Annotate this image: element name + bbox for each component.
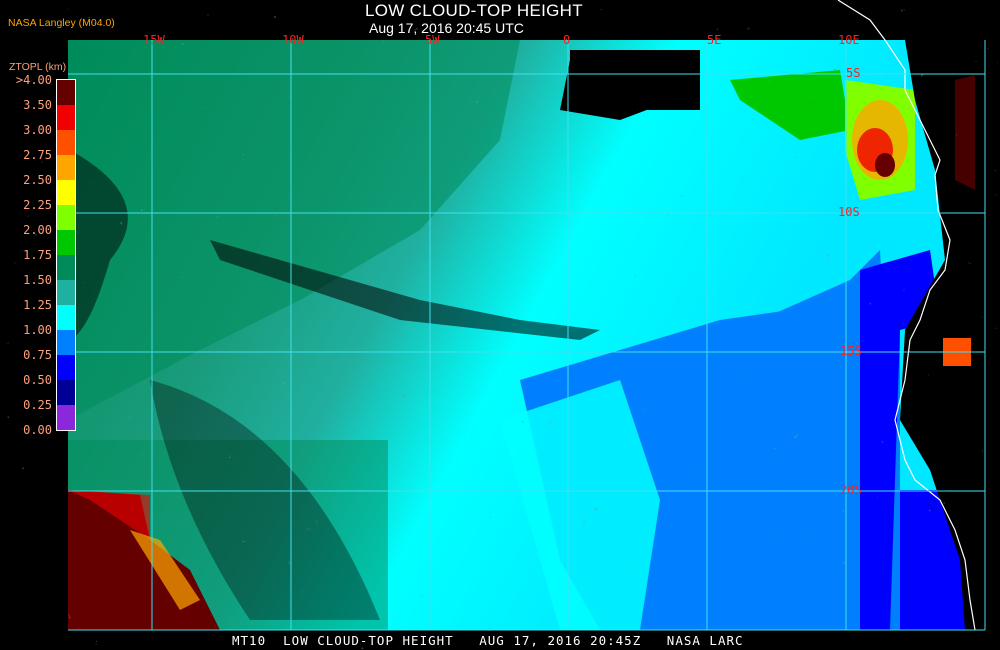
lat-label: 20S bbox=[840, 483, 862, 497]
legend-swatch bbox=[57, 230, 75, 255]
footer-caption: MT10 LOW CLOUD-TOP HEIGHT AUG 17, 2016 2… bbox=[232, 633, 744, 648]
lat-label: 15S bbox=[840, 344, 862, 358]
legend-swatch bbox=[57, 255, 75, 280]
legend-swatch bbox=[57, 380, 75, 405]
legend-swatch bbox=[57, 155, 75, 180]
legend-swatch bbox=[57, 355, 75, 380]
legend-tick-label: 1.25 bbox=[23, 298, 52, 312]
lon-label: 0 bbox=[563, 33, 571, 47]
satellite-image bbox=[68, 0, 976, 631]
legend-tick-label: 0.00 bbox=[23, 423, 52, 437]
lon-label: 5W bbox=[425, 33, 440, 47]
legend-tick-label: 2.50 bbox=[23, 173, 52, 187]
legend-tick-label: 3.00 bbox=[23, 123, 52, 137]
legend-tick-label: 0.50 bbox=[23, 373, 52, 387]
agency-label: NASA Langley (M04.0) bbox=[8, 17, 115, 29]
lon-label: 5E bbox=[707, 33, 722, 47]
color-bar bbox=[56, 79, 76, 431]
legend-tick-label: 1.00 bbox=[23, 323, 52, 337]
lat-lon-grid bbox=[68, 40, 986, 631]
legend-tick-label: 2.25 bbox=[23, 198, 52, 212]
legend-tick-label: 0.75 bbox=[23, 348, 52, 362]
legend-tick-label: 1.50 bbox=[23, 273, 52, 287]
legend-tick-label: 0.25 bbox=[23, 398, 52, 412]
map-title: LOW CLOUD-TOP HEIGHT bbox=[365, 1, 583, 20]
legend-tick-label: 3.50 bbox=[23, 98, 52, 112]
legend-swatch bbox=[57, 180, 75, 205]
legend-tick-label: >4.00 bbox=[15, 73, 52, 87]
legend-swatch bbox=[57, 80, 75, 105]
lon-label: 15W bbox=[143, 33, 165, 47]
lat-label: 10S bbox=[838, 205, 860, 219]
lon-label: 10W bbox=[282, 33, 304, 47]
legend-tick-label: 2.75 bbox=[23, 148, 52, 162]
legend-swatch bbox=[57, 205, 75, 230]
legend-swatch bbox=[57, 105, 75, 130]
legend-tick-label: 1.75 bbox=[23, 248, 52, 262]
legend-swatch bbox=[57, 130, 75, 155]
legend-tick-label: 2.00 bbox=[23, 223, 52, 237]
lat-label: 5S bbox=[846, 66, 861, 80]
legend-swatch bbox=[57, 280, 75, 305]
legend-swatch bbox=[57, 305, 75, 330]
map-subtitle: Aug 17, 2016 20:45 UTC bbox=[369, 20, 524, 36]
lon-label: 10E bbox=[838, 33, 860, 47]
legend-swatch bbox=[57, 405, 75, 430]
legend-swatch bbox=[57, 330, 75, 355]
legend-title: ZTOPL (km) bbox=[9, 61, 67, 73]
